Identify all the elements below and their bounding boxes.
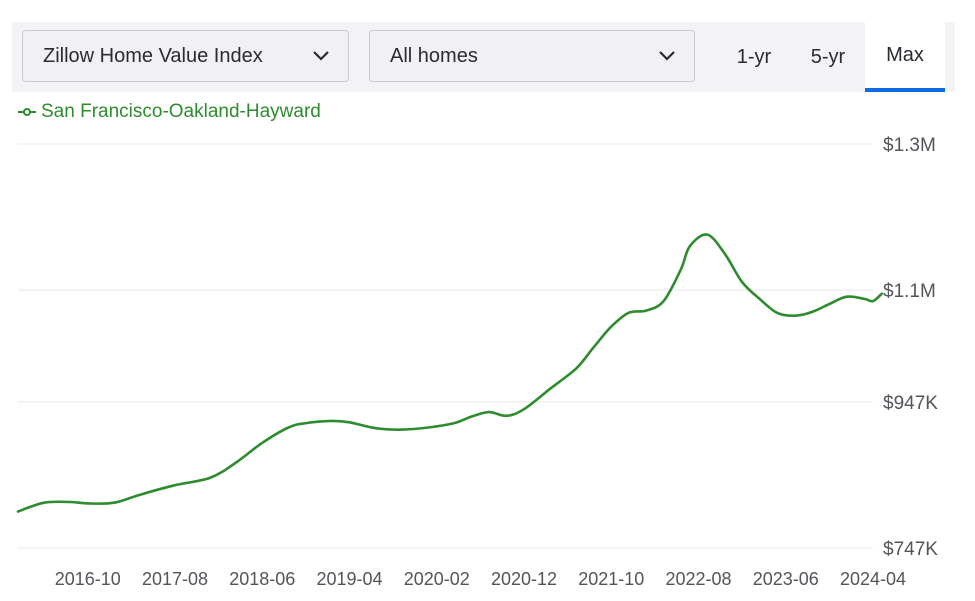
y-axis-ticks: $747K $947K $1.1M $1.3M [883, 135, 938, 560]
range-1yr-button[interactable]: 1-yr [736, 45, 772, 68]
grid-lines [18, 143, 873, 549]
y-tick-label: $747K [883, 539, 938, 560]
range-max-button[interactable]: Max [865, 22, 945, 92]
legend-series-label: San Francisco-Oakland-Hayward [41, 101, 321, 122]
home-type-select[interactable]: All homes [369, 30, 695, 82]
chevron-down-icon [658, 50, 676, 62]
x-tick-label: 2021-10 [578, 569, 644, 589]
y-tick-label: $1.3M [883, 135, 936, 156]
x-tick-label: 2024-04 [840, 569, 906, 589]
x-tick-label: 2016-10 [55, 569, 121, 589]
range-5yr-button[interactable]: 5-yr [810, 45, 846, 68]
x-tick-label: 2020-02 [404, 569, 470, 589]
chart-legend: San Francisco-Oakland-Hayward [18, 101, 321, 123]
x-tick-label: 2017-08 [142, 569, 208, 589]
legend-line-icon [18, 108, 36, 116]
home-type-select-value: All homes [390, 44, 478, 67]
metric-select[interactable]: Zillow Home Value Index [22, 30, 349, 82]
x-axis-ticks: 2016-10 2017-08 2018-06 2019-04 2020-02 2020-… [55, 569, 906, 589]
x-tick-label: 2023-06 [753, 569, 819, 589]
series-layer [16, 233, 883, 513]
x-tick-label: 2019-04 [316, 569, 382, 589]
y-tick-label: $947K [883, 393, 938, 414]
chevron-down-icon [312, 50, 330, 62]
x-tick-label: 2018-06 [229, 569, 295, 589]
chart-toolbar: Zillow Home Value Index All homes 1-yr 5… [12, 22, 955, 92]
x-tick-label: 2022-08 [665, 569, 731, 589]
series-line [16, 233, 883, 513]
x-tick-label: 2020-12 [491, 569, 557, 589]
y-tick-label: $1.1M [883, 281, 936, 302]
metric-select-value: Zillow Home Value Index [43, 44, 263, 67]
